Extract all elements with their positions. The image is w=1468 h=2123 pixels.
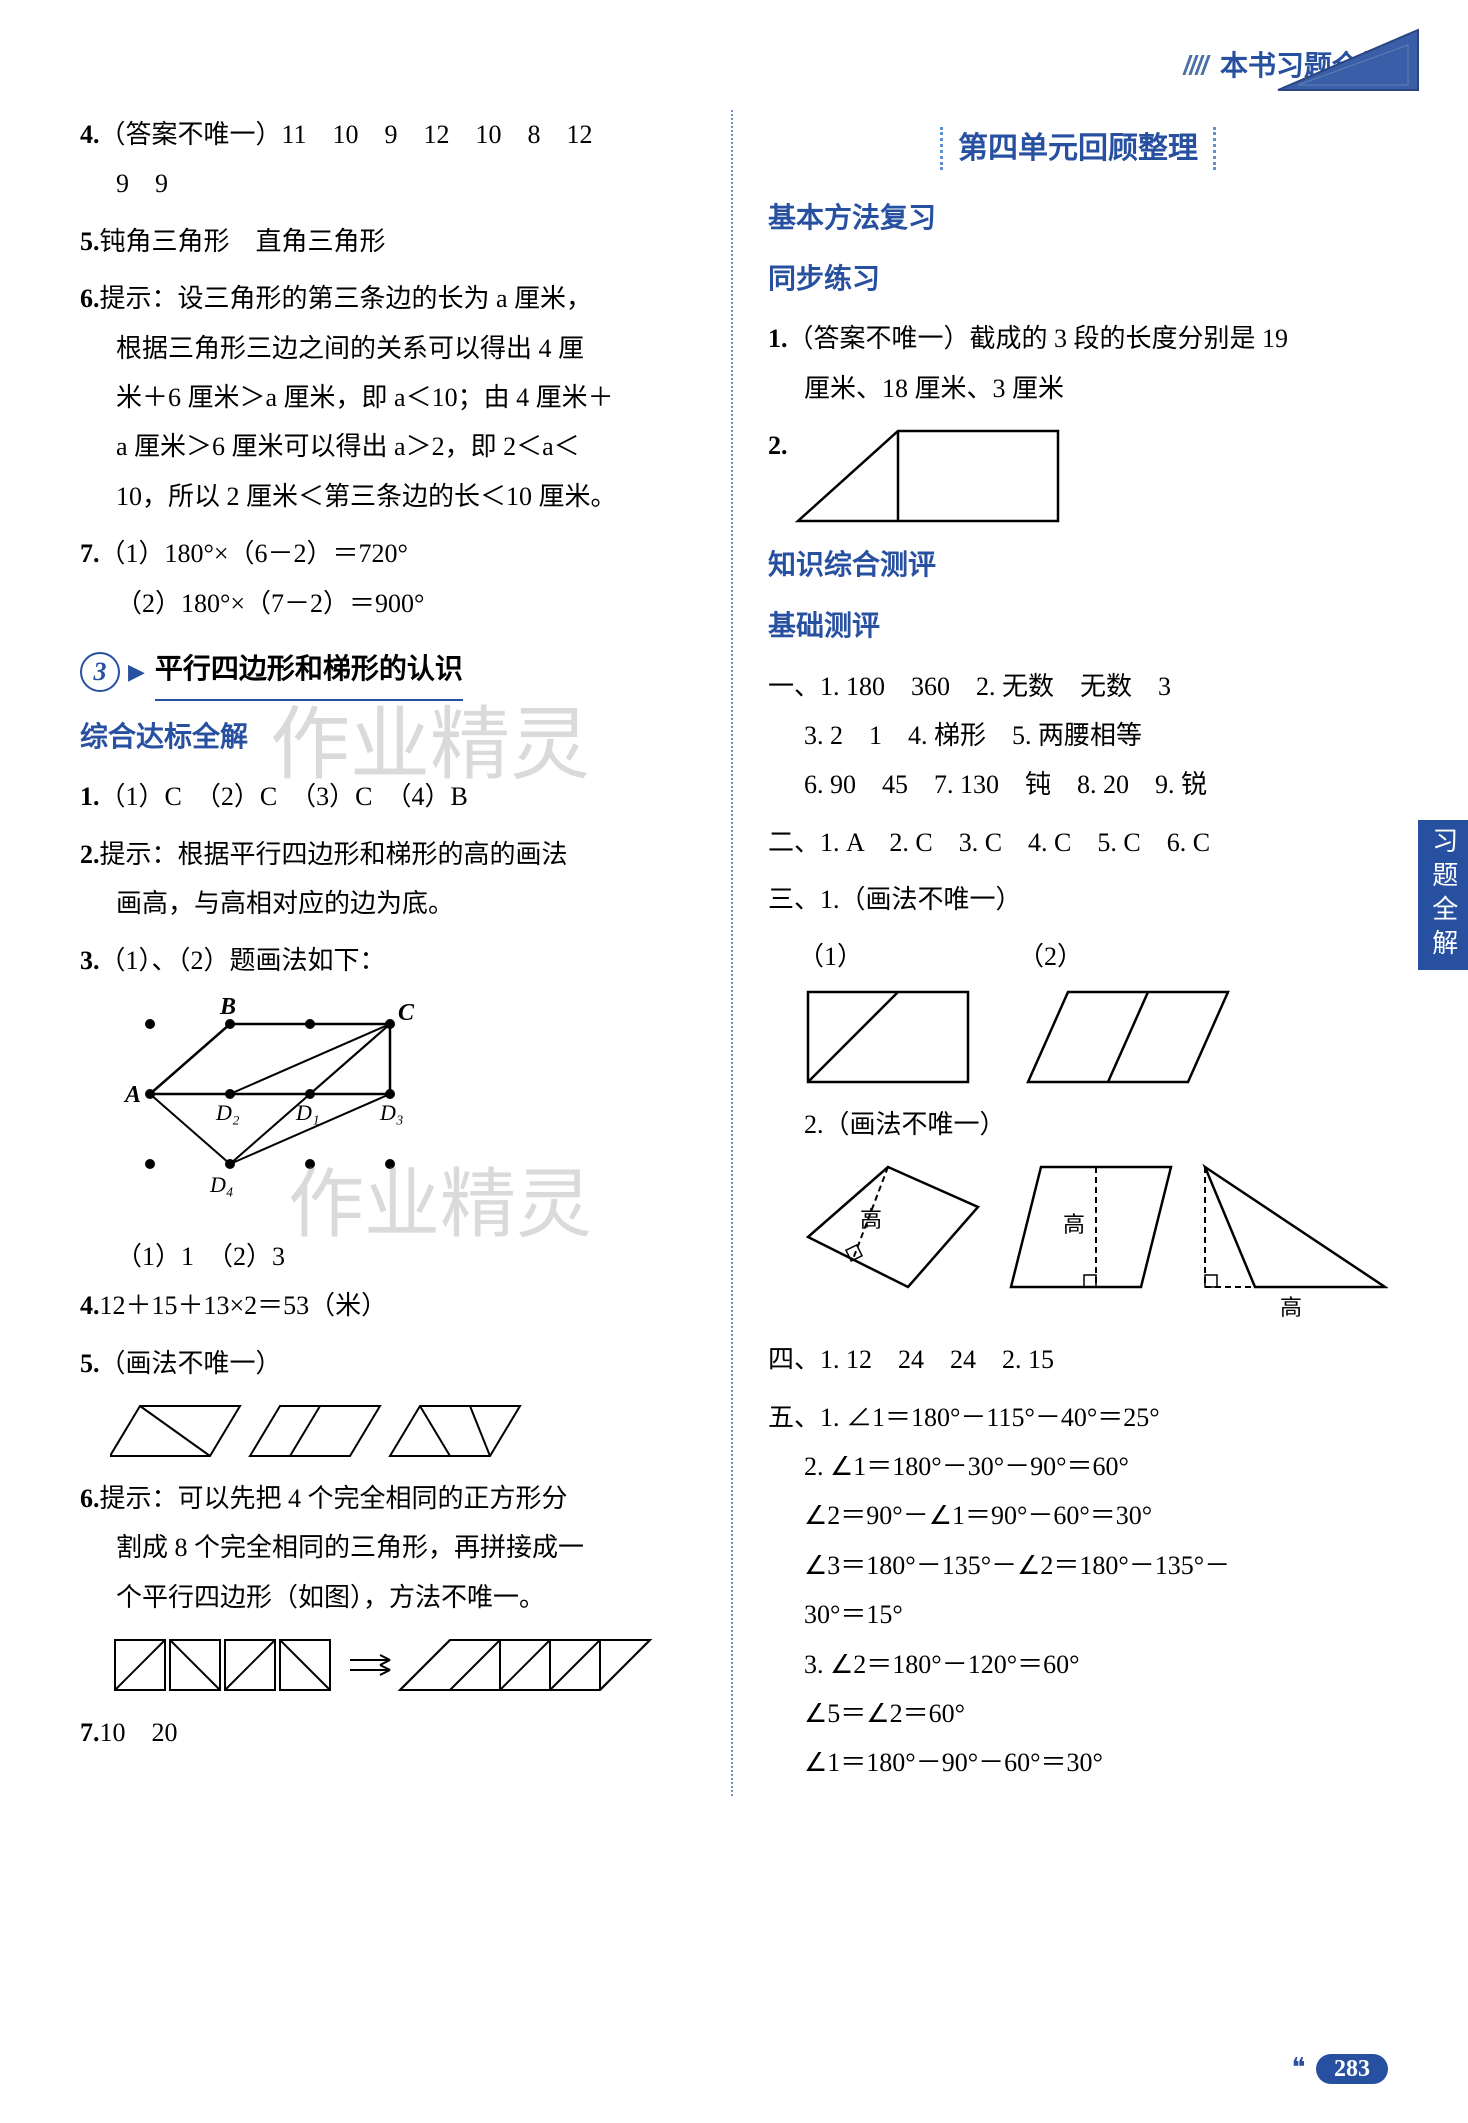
d1: 一、1. 180 360 2. 无数 无数 3 3. 2 1 4. 梯形 5. …: [768, 662, 1388, 810]
chevron-right-icon: ▶: [128, 651, 145, 693]
section-basic-methods: 基本方法复习: [768, 192, 1388, 245]
trapezoid-rect-diagram: [788, 421, 1068, 531]
right-column: 第四单元回顾整理 基本方法复习 同步练习 1.（答案不唯一）截成的 3 段的长度…: [748, 110, 1388, 1796]
d2: 二、1. A 2. C 3. C 4. C 5. C 6. C: [768, 818, 1388, 867]
column-divider: [731, 110, 733, 1796]
section-sync-practice: 同步练习: [768, 253, 1388, 306]
svg-text:D₃: D₃: [379, 1100, 404, 1125]
header-stripes-icon: [1186, 42, 1210, 91]
chapter-number-icon: 3: [80, 652, 120, 692]
side-tab: 习题全解: [1418, 820, 1468, 970]
d4: 四、1. 12 24 24 2. 15: [768, 1335, 1388, 1384]
s1-q1: 1.（1）C （2）C （3）C （4）B: [80, 772, 696, 821]
b-q2: 2.: [768, 421, 1388, 531]
q6: 6.提示：设三角形的第三条边的长为 a 厘米， 根据三角形三边之间的关系可以得出…: [80, 274, 696, 521]
content-region: 4.（答案不唯一）11 10 9 12 10 8 12 9 9 5.钝角三角形 …: [80, 110, 1388, 1796]
s1-q7: 7.10 20: [80, 1708, 696, 1757]
svg-text:B: B: [219, 994, 236, 1020]
page-number-value: 283: [1316, 2054, 1388, 2084]
trapezoid-diagonal-diagram: [1018, 982, 1238, 1092]
left-column: 4.（答案不唯一）11 10 9 12 10 8 12 9 9 5.钝角三角形 …: [80, 110, 716, 1796]
squares-to-parallelogram-diagram: [110, 1630, 696, 1700]
section-knowledge-test: 知识综合测评: [768, 539, 1388, 592]
svg-text:D₄: D₄: [209, 1172, 234, 1197]
d3-heights-row: 高 高 高: [798, 1157, 1388, 1327]
s1-q6: 6.提示：可以先把 4 个完全相同的正方形分 割成 8 个完全相同的三角形，再拼…: [80, 1474, 696, 1622]
parallelogram-dotgrid-diagram: B C A D₂ D₁ D₃ D₄: [110, 994, 696, 1224]
svg-text:高: 高: [860, 1207, 882, 1232]
triangle-height-diagram: 高: [1195, 1157, 1388, 1327]
chapter-3-header: 3 ▶ 平行四边形和梯形的认识: [80, 643, 696, 701]
q5: 5.钝角三角形 直角三角形: [80, 217, 696, 266]
s1-q3: 3.（1）、（2）题画法如下：: [80, 936, 696, 985]
d3-diagrams-row1: （1） （2）: [798, 932, 1388, 1091]
d3-text2: 2.（画法不唯一）: [768, 1100, 1388, 1149]
quadrilateral-height-diagram: 高: [798, 1157, 981, 1307]
rect-diagonal-diagram: [798, 982, 978, 1092]
s1-q3-answer: （1）1 （2）3: [80, 1232, 696, 1281]
svg-text:D₂: D₂: [215, 1100, 240, 1125]
b-q1: 1.（答案不唯一）截成的 3 段的长度分别是 19 厘米、18 厘米、3 厘米: [768, 314, 1388, 413]
svg-text:高: 高: [1280, 1295, 1302, 1320]
q7: 7.（1）180°×（6－2）＝720° （2）180°×（7－2）＝900°: [80, 529, 696, 628]
triangle-ruler-icon: [1268, 20, 1428, 100]
q4: 4.（答案不唯一）11 10 9 12 10 8 12 9 9: [80, 110, 696, 209]
svg-text:高: 高: [1063, 1212, 1085, 1237]
s1-q4: 4.12＋15＋13×2＝53（米）: [80, 1281, 696, 1330]
chapter-title: 平行四边形和梯形的认识: [155, 643, 463, 701]
d3: 三、1.（画法不唯一）: [768, 875, 1388, 924]
parallelogram-height-diagram: 高: [1001, 1157, 1175, 1307]
svg-text:A: A: [123, 1082, 141, 1108]
unit4-title: 第四单元回顾整理: [768, 120, 1388, 177]
q4-num: 4.: [80, 120, 100, 149]
section-comprehensive: 综合达标全解: [80, 711, 696, 764]
section-basic-test: 基础测评: [768, 600, 1388, 653]
page-number: ❝ 283: [1292, 2043, 1389, 2093]
s1-q2: 2.提示：根据平行四边形和梯形的高的画法 画高，与高相对应的边为底。: [80, 830, 696, 929]
trapezoid-split-diagram: [110, 1396, 696, 1466]
svg-text:C: C: [398, 1000, 415, 1026]
svg-text:D₁: D₁: [295, 1100, 320, 1125]
d5: 五、1. ∠1＝180°－115°－40°＝25° 2. ∠1＝180°－30°…: [768, 1393, 1388, 1788]
s1-q5: 5.（画法不唯一）: [80, 1339, 696, 1388]
leaf-icon: ❝: [1292, 2053, 1306, 2082]
